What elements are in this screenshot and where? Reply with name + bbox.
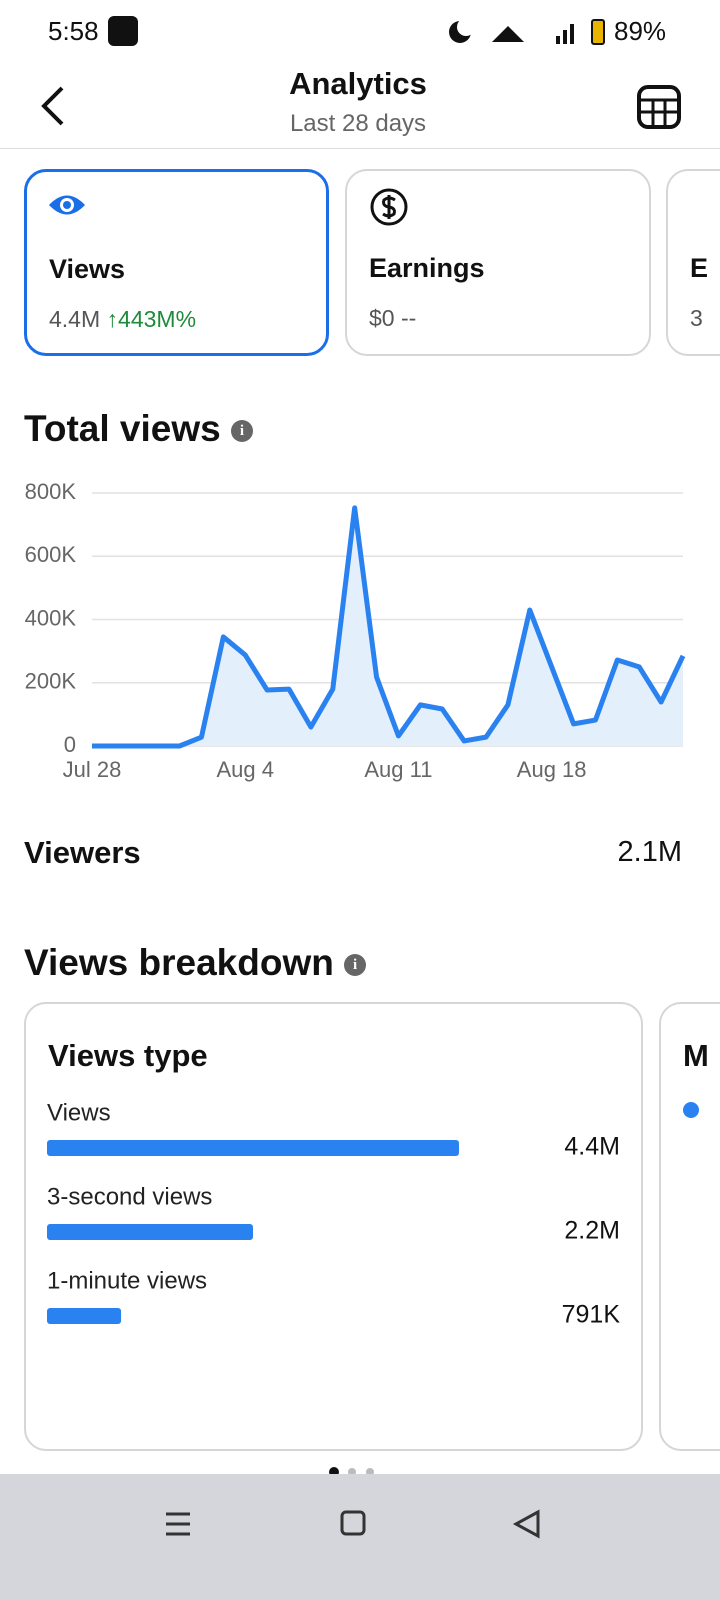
chart-title: Total views: [24, 408, 221, 449]
card-label: Views: [49, 254, 126, 284]
dollar-icon: [370, 188, 408, 226]
viewers-value: 2.1M: [617, 836, 682, 868]
bar: [47, 1140, 459, 1156]
breakdown-title: Views breakdown: [24, 942, 334, 983]
card-value-text: $0: [369, 305, 395, 331]
card-value: 4.4M ↑443M%: [49, 306, 196, 333]
value-label: 791K: [562, 1301, 621, 1329]
header-subtitle: Last 28 days: [289, 110, 427, 137]
chart-title: Views type: [48, 1038, 208, 1073]
y-tick-label: 0: [64, 732, 76, 757]
card-value: 3: [690, 305, 703, 331]
info-icon[interactable]: i: [344, 954, 367, 977]
status-icons: [449, 18, 605, 45]
breakdown-card: M: [659, 1002, 720, 1451]
card-title: M: [683, 1038, 709, 1073]
status-time: 5:58: [48, 16, 99, 46]
card-value: $0 --: [369, 305, 416, 332]
section-title: Views breakdown i: [24, 942, 367, 984]
bar-label: Views: [47, 1099, 111, 1126]
card-label: Earnings: [369, 253, 485, 283]
nav-buttons[interactable]: [160, 1506, 560, 1546]
back-button[interactable]: [36, 84, 76, 128]
area: [92, 507, 683, 746]
bar-chart: Views 4.4M 3-second views 2.2M 1-minute view…: [47, 1099, 621, 1329]
export-button[interactable]: [636, 84, 682, 130]
section-title: Total views i: [24, 408, 253, 450]
metric-card[interactable]: Views 4.4M ↑443M%: [24, 169, 329, 356]
status-battery: 89%: [614, 16, 667, 46]
metric-card[interactable]: Earnings $0 --: [345, 169, 651, 356]
metric-card[interactable]: E 3: [666, 169, 720, 356]
card-change: ↑443M%: [106, 306, 197, 332]
y-tick-label: 800K: [25, 479, 77, 504]
eye-icon: [49, 195, 85, 215]
y-tick-label: 400K: [25, 605, 77, 630]
info-icon[interactable]: i: [231, 420, 253, 443]
line-chart: 0 200K 400K 600K 800K Jul 28 Aug 4 Aug 11 Aug 18: [25, 479, 686, 782]
x-tick-label: Aug 4: [216, 757, 274, 782]
card-change: --: [400, 305, 417, 331]
y-tick-label: 200K: [25, 669, 77, 694]
divider: [0, 148, 720, 149]
breakdown-card: Views type: [24, 1002, 643, 1451]
header-title: Analytics: [289, 66, 427, 101]
viewers-label: Viewers: [24, 835, 141, 870]
value-label: 4.4M: [564, 1133, 620, 1161]
legend-dot: [683, 1102, 699, 1118]
status-icon: [108, 16, 138, 46]
x-tick-label: Jul 28: [63, 757, 122, 782]
x-tick-label: Aug 18: [517, 757, 587, 782]
bar: [47, 1224, 253, 1240]
card-label: E: [690, 253, 709, 283]
bar: [47, 1308, 122, 1324]
bar-label: 1-minute views: [47, 1267, 207, 1294]
x-tick-label: Aug 11: [364, 757, 432, 782]
nav-bar: [0, 1474, 720, 1600]
y-tick-label: 600K: [25, 542, 77, 567]
line: [92, 505, 686, 749]
card-value-text: 4.4M: [49, 306, 101, 332]
bar-label: 3-second views: [47, 1183, 212, 1210]
value-label: 2.2M: [564, 1217, 620, 1245]
